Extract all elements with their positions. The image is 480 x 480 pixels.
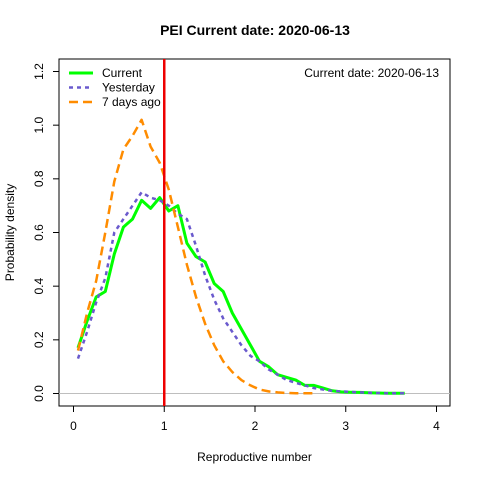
legend-label: 7 days ago [102, 95, 161, 109]
x-axis-label: Reproductive number [197, 450, 312, 464]
x-tick-label: 3 [342, 419, 349, 433]
legend-label: Yesterday [102, 81, 155, 95]
series-line-7-days-ago [76, 118, 314, 395]
y-tick-label: 0.2 [32, 331, 46, 348]
series-line-yesterday [76, 191, 405, 395]
x-tick-label: 1 [161, 419, 168, 433]
y-tick-label: 1.2 [32, 63, 46, 80]
y-axis-label: Probability density [3, 184, 17, 281]
y-tick-label: 0.8 [32, 170, 46, 187]
chart-title: PEI Current date: 2020-06-13 [160, 22, 350, 38]
x-tick-label: 4 [433, 419, 440, 433]
series-layer [76, 118, 405, 395]
x-axis: 0 1 2 3 4 [70, 406, 440, 433]
current-date-annotation: Current date: 2020-06-13 [304, 66, 439, 80]
x-tick-label: 0 [70, 419, 77, 433]
plot-area [58, 58, 451, 407]
y-axis: 0.0 0.2 0.4 0.6 0.8 1.0 1.2 [32, 63, 59, 402]
series-line-current [76, 196, 405, 395]
y-tick-label: 0.4 [32, 278, 46, 295]
y-tick-label: 1.0 [32, 117, 46, 134]
legend-label: Current [102, 66, 143, 80]
x-tick-label: 2 [252, 419, 259, 433]
y-tick-label: 0.0 [32, 385, 46, 402]
y-tick-label: 0.6 [32, 224, 46, 241]
